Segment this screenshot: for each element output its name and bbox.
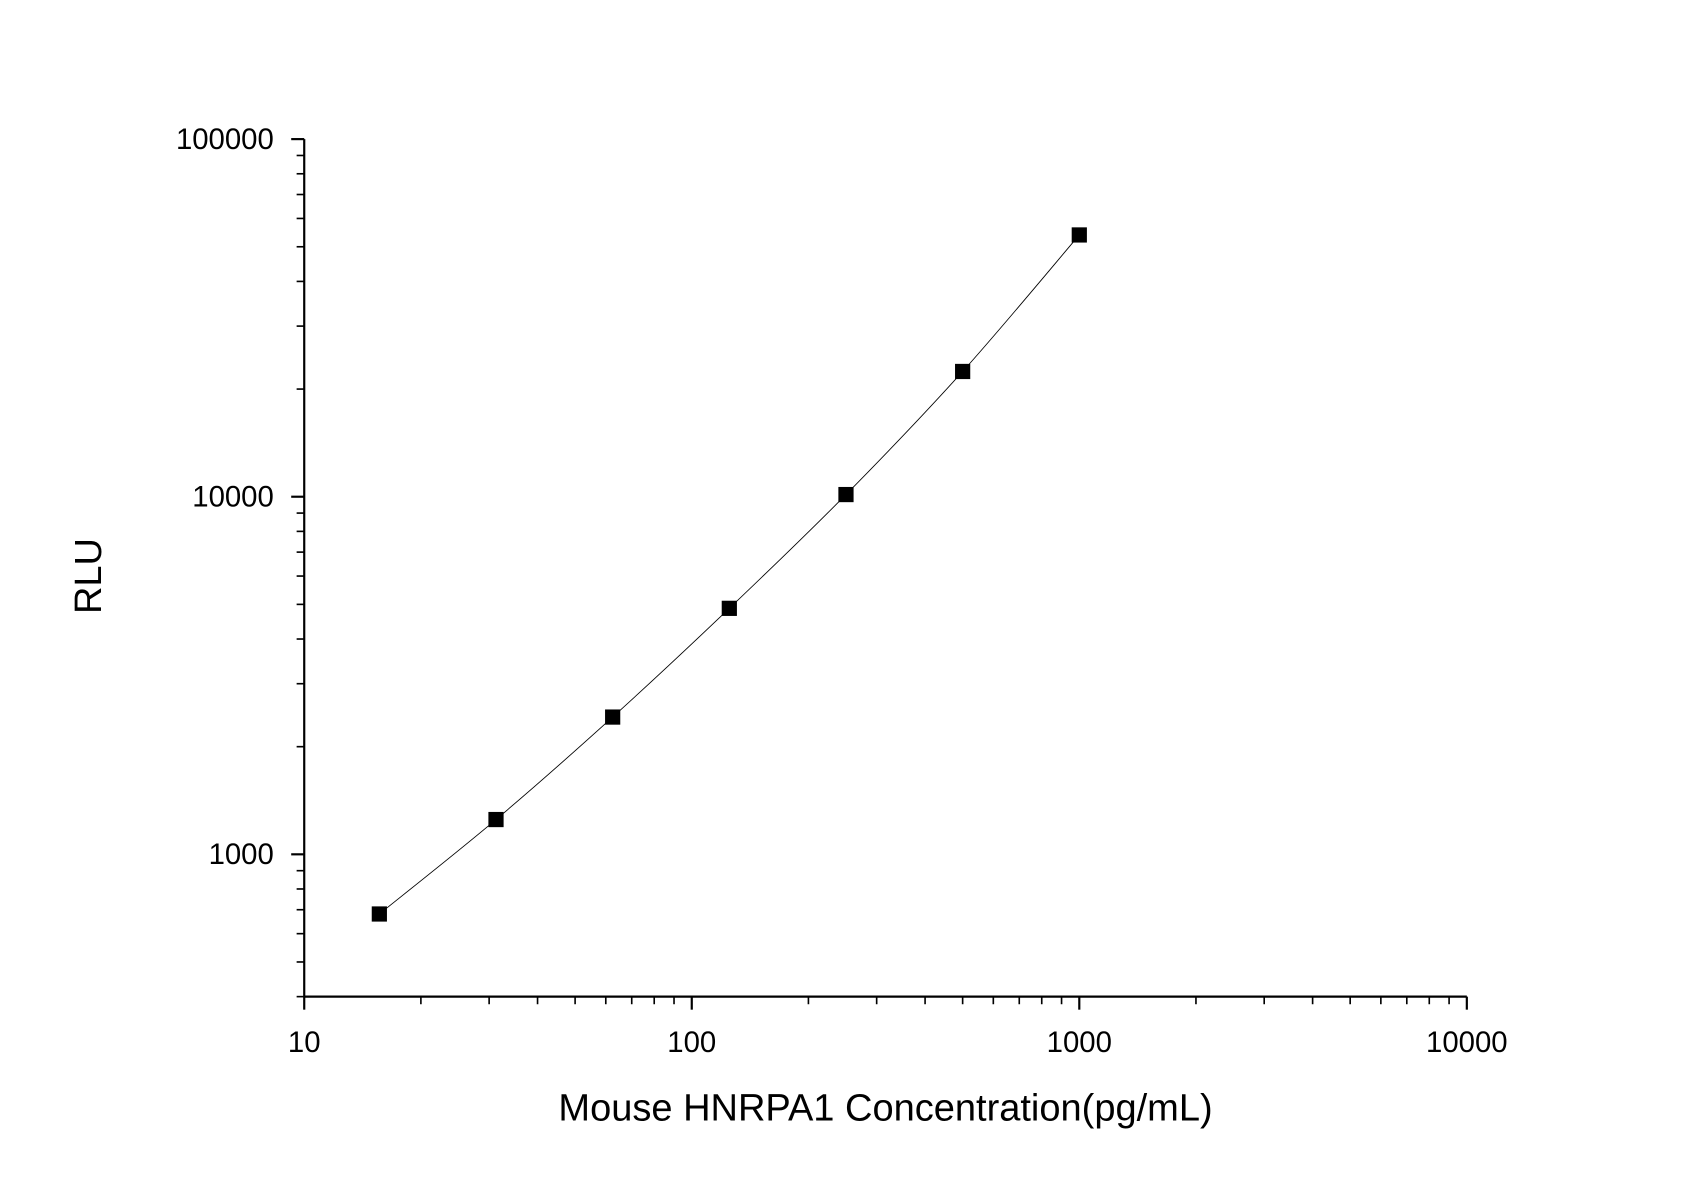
data-point: [955, 363, 971, 380]
y-axis-label: RLU: [68, 538, 110, 614]
y-tick-label: 1000: [209, 838, 274, 871]
data-point: [721, 600, 737, 616]
data-point: [488, 811, 504, 828]
x-tick-label: 10000: [1426, 1026, 1508, 1059]
data-point: [371, 906, 387, 922]
x-tick-label: 10: [288, 1026, 321, 1059]
data-point: [605, 709, 621, 725]
x-axis-label: Mouse HNRPA1 Concentration(pg/mL): [558, 1088, 1212, 1130]
x-tick-label: 1000: [1047, 1026, 1112, 1059]
x-tick-label: 100: [667, 1026, 716, 1059]
axes: [291, 138, 1468, 1010]
data-point: [1071, 227, 1087, 243]
data-point: [838, 486, 854, 503]
y-tick-label: 10000: [192, 480, 274, 513]
fit-curve: [379, 234, 1080, 915]
data-points: [371, 227, 1087, 922]
y-tick-label: 100000: [176, 123, 274, 156]
tick-labels: 10 100 1000 10000 1000 10000 100000: [176, 123, 1508, 1059]
